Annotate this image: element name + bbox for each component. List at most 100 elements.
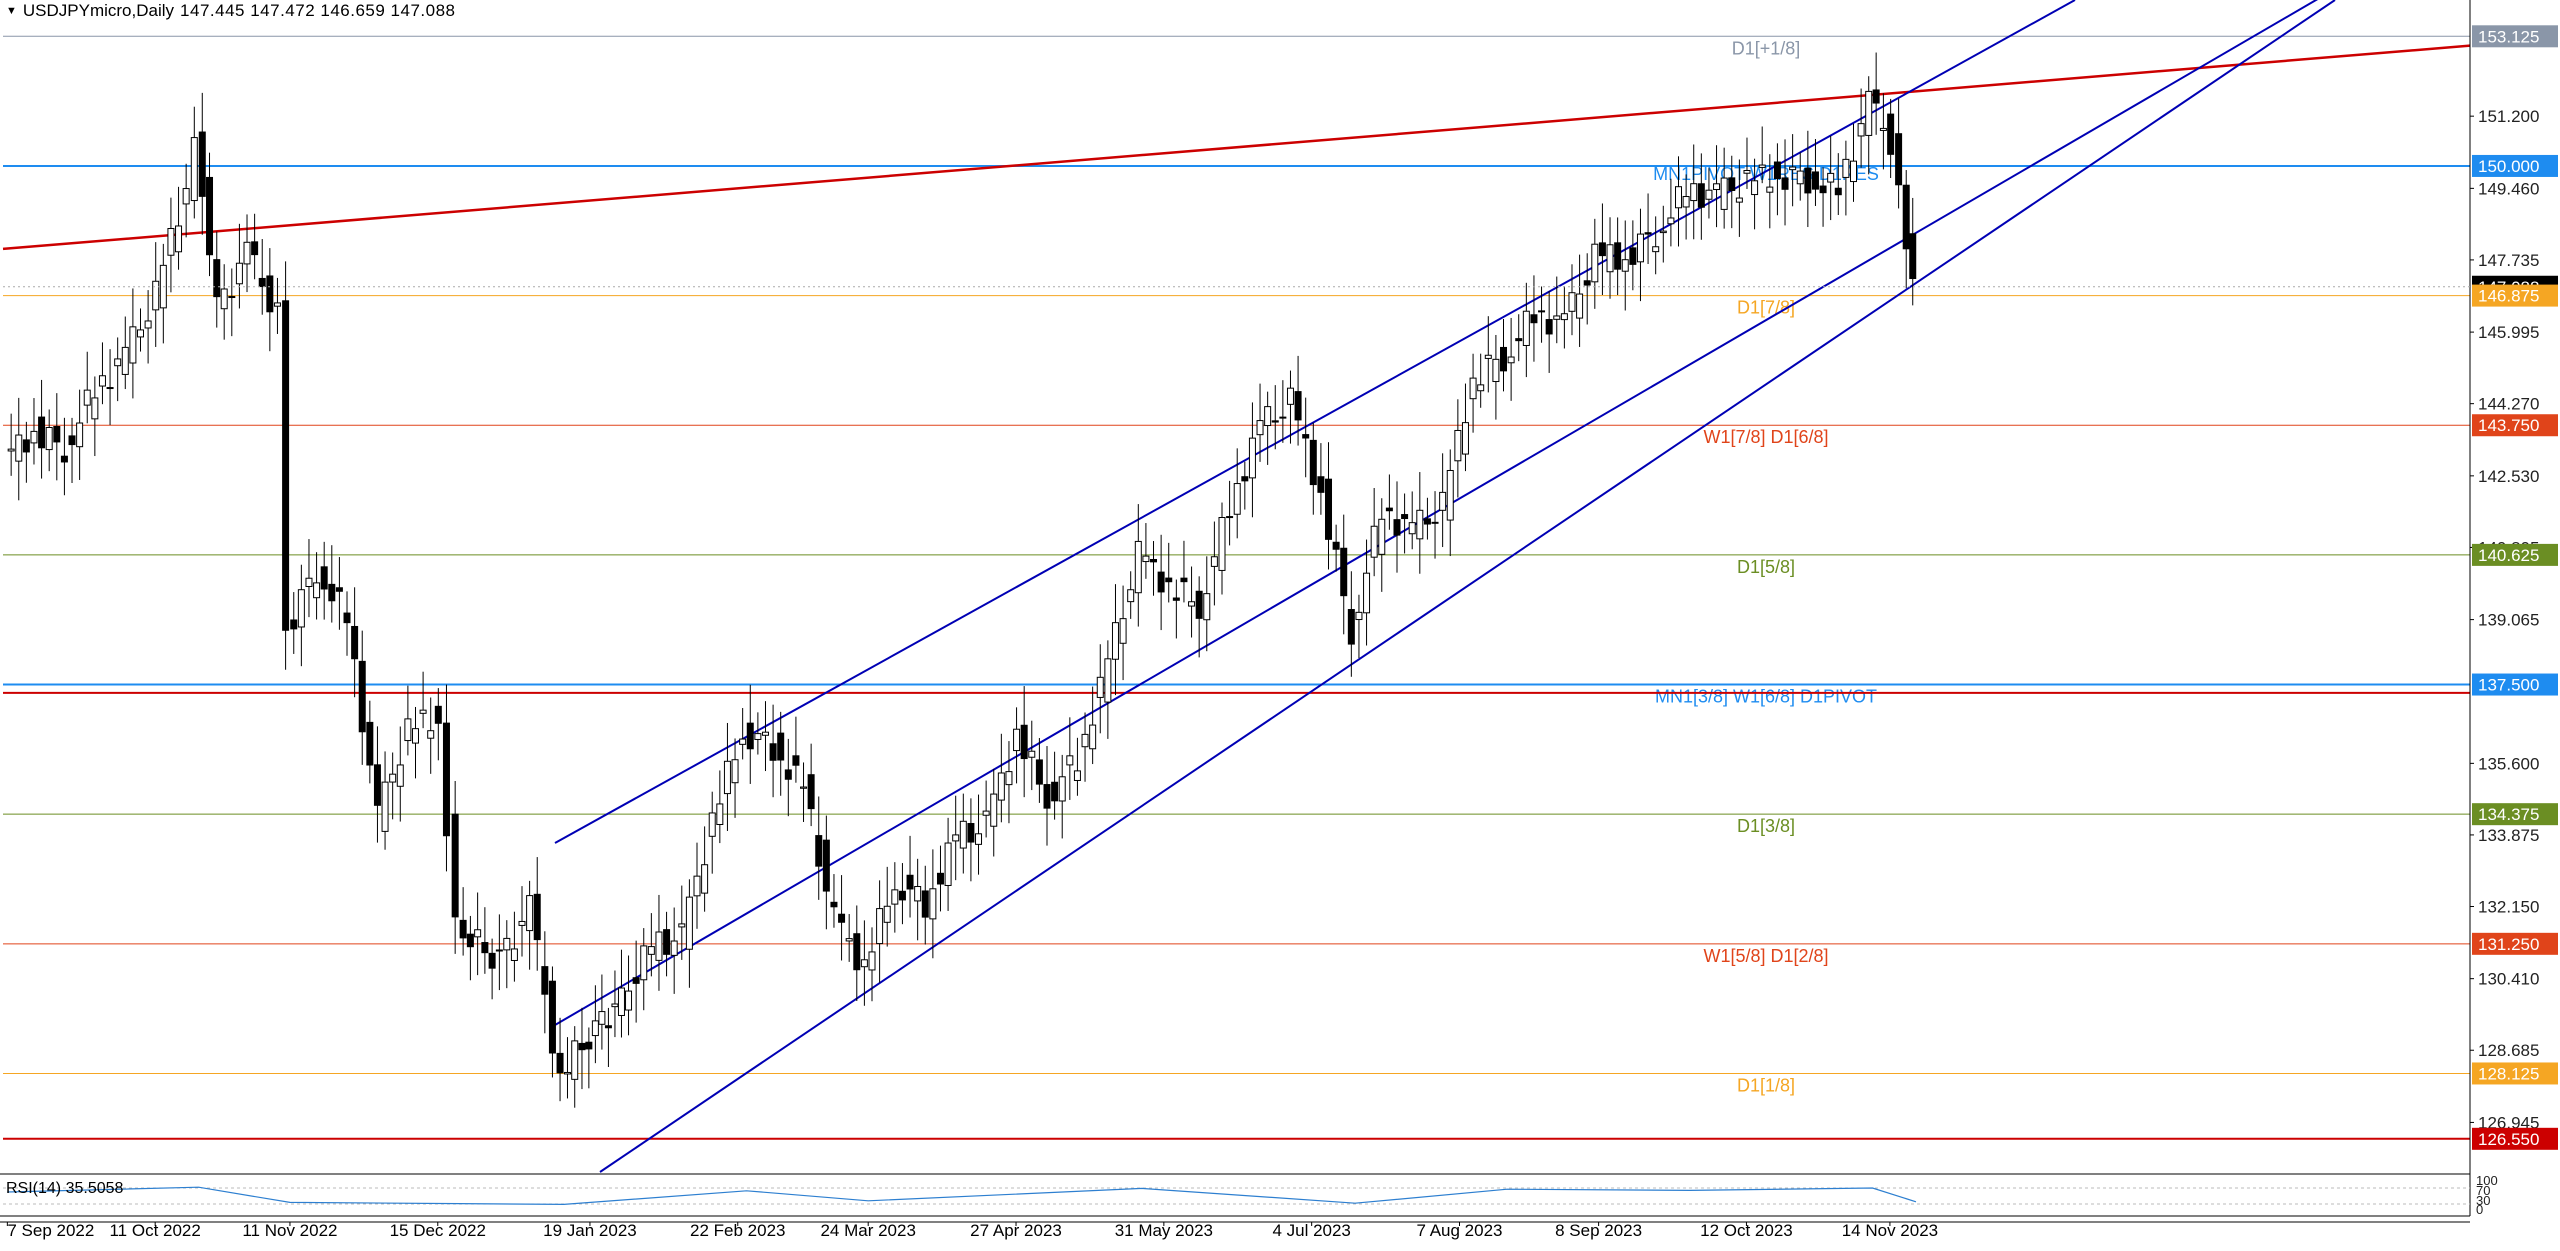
candle-body <box>1598 242 1606 257</box>
candle-body <box>106 387 114 390</box>
candle-body <box>1766 186 1774 193</box>
channel-line <box>554 0 2319 1026</box>
candle-body <box>1751 180 1759 196</box>
level-label: D1[3/8] <box>1737 816 1795 836</box>
candle-body <box>655 931 663 961</box>
candle-body <box>1484 354 1492 359</box>
candle-body <box>1636 233 1644 263</box>
candle-body <box>313 582 321 599</box>
candle-body <box>1591 243 1599 283</box>
candle-body <box>373 764 381 806</box>
rsi-tick-label: 100 <box>2476 1173 2498 1188</box>
candle-body <box>129 326 137 364</box>
candle-body <box>1081 733 1089 748</box>
price-tag-label: 143.750 <box>2478 416 2539 435</box>
candle-body <box>548 980 556 1054</box>
price-tag-label: 134.375 <box>2478 805 2539 824</box>
candle-body <box>175 225 183 253</box>
candle-body <box>213 259 221 298</box>
candle-body <box>1538 310 1546 313</box>
candle-body <box>167 228 175 256</box>
candle-body <box>1378 518 1386 555</box>
candle-body <box>1834 187 1842 196</box>
candle-body <box>1568 292 1576 312</box>
candle-body <box>22 439 30 453</box>
dropdown-triangle-icon[interactable]: ▼ <box>6 5 17 17</box>
candle-body <box>1439 491 1447 511</box>
candle-body <box>1902 184 1910 250</box>
candle-body <box>701 864 709 894</box>
candle-body <box>1203 593 1211 621</box>
candle-body <box>1492 358 1500 383</box>
candle-body <box>136 329 144 338</box>
candle-body <box>906 874 914 890</box>
candle-body <box>853 933 861 971</box>
candle-body <box>1416 509 1424 540</box>
candle-body <box>1347 609 1355 645</box>
candle-body <box>1827 172 1835 183</box>
candle-body <box>488 952 496 969</box>
candle-body <box>800 786 808 789</box>
candle-body <box>1172 597 1180 601</box>
candle-body <box>1332 541 1340 550</box>
price-tick-label: 130.410 <box>2478 970 2539 989</box>
candle-body <box>251 241 259 256</box>
price-tag-label: 140.625 <box>2478 546 2539 565</box>
candle-body <box>328 583 336 602</box>
candle-body <box>860 959 868 968</box>
rsi-tick-label: 0 <box>2476 1202 2483 1217</box>
candle-body <box>1423 518 1431 525</box>
candle-body <box>617 987 625 1016</box>
candle-body <box>1073 770 1081 781</box>
candle-body <box>1804 167 1812 194</box>
candle-body <box>305 577 313 588</box>
candle-body <box>510 948 518 961</box>
candle-body <box>1355 611 1363 621</box>
candle-body <box>1728 177 1736 191</box>
price-tick-label: 144.270 <box>2478 395 2539 414</box>
candle-body <box>845 938 853 942</box>
candle-body <box>1089 724 1097 750</box>
price-tag <box>2472 154 2558 177</box>
candle-body <box>1872 89 1880 104</box>
candle-body <box>1705 189 1713 200</box>
price-tick-label: 132.150 <box>2478 897 2539 916</box>
candle-body <box>83 389 91 406</box>
candle-body <box>1507 356 1515 364</box>
candle-body <box>975 833 983 845</box>
red-trend-line <box>2 44 2471 251</box>
candle-body <box>1796 170 1804 185</box>
candle-body <box>68 435 76 446</box>
candle-body <box>1218 517 1226 571</box>
symbol-timeframe: USDJPYmicro,Daily <box>22 1 175 20</box>
candle-body <box>351 625 359 660</box>
price-tag-label: 146.875 <box>2478 287 2539 306</box>
time-tick-label: 12 Oct 2023 <box>1700 1221 1793 1240</box>
time-tick-label: 15 Dec 2022 <box>390 1221 486 1240</box>
candle-body <box>206 176 214 256</box>
candle-body <box>228 296 236 299</box>
candle-body <box>1256 420 1264 436</box>
candle-body <box>1340 547 1348 597</box>
level-label: W1[5/8] D1[2/8] <box>1703 946 1828 966</box>
candle-body <box>1713 183 1721 191</box>
candle-body <box>1667 217 1675 225</box>
candle-body <box>1370 525 1378 558</box>
price-tick-label: 147.735 <box>2478 251 2539 270</box>
price-tick-label: 149.460 <box>2478 179 2539 198</box>
price-tick-label: 133.875 <box>2478 826 2539 845</box>
candle-body <box>15 434 23 462</box>
candle-body <box>1879 127 1887 131</box>
candle-body <box>1165 577 1173 583</box>
candle-body <box>990 793 998 827</box>
price-tag <box>2472 932 2558 955</box>
candle-body <box>411 728 419 744</box>
candle-body <box>404 718 412 742</box>
candle-body <box>1035 759 1043 785</box>
candle-body <box>1363 572 1371 614</box>
candle-body <box>1857 123 1865 137</box>
candle-body <box>625 990 633 1011</box>
candle-body <box>474 929 482 938</box>
candle-body <box>838 913 846 923</box>
